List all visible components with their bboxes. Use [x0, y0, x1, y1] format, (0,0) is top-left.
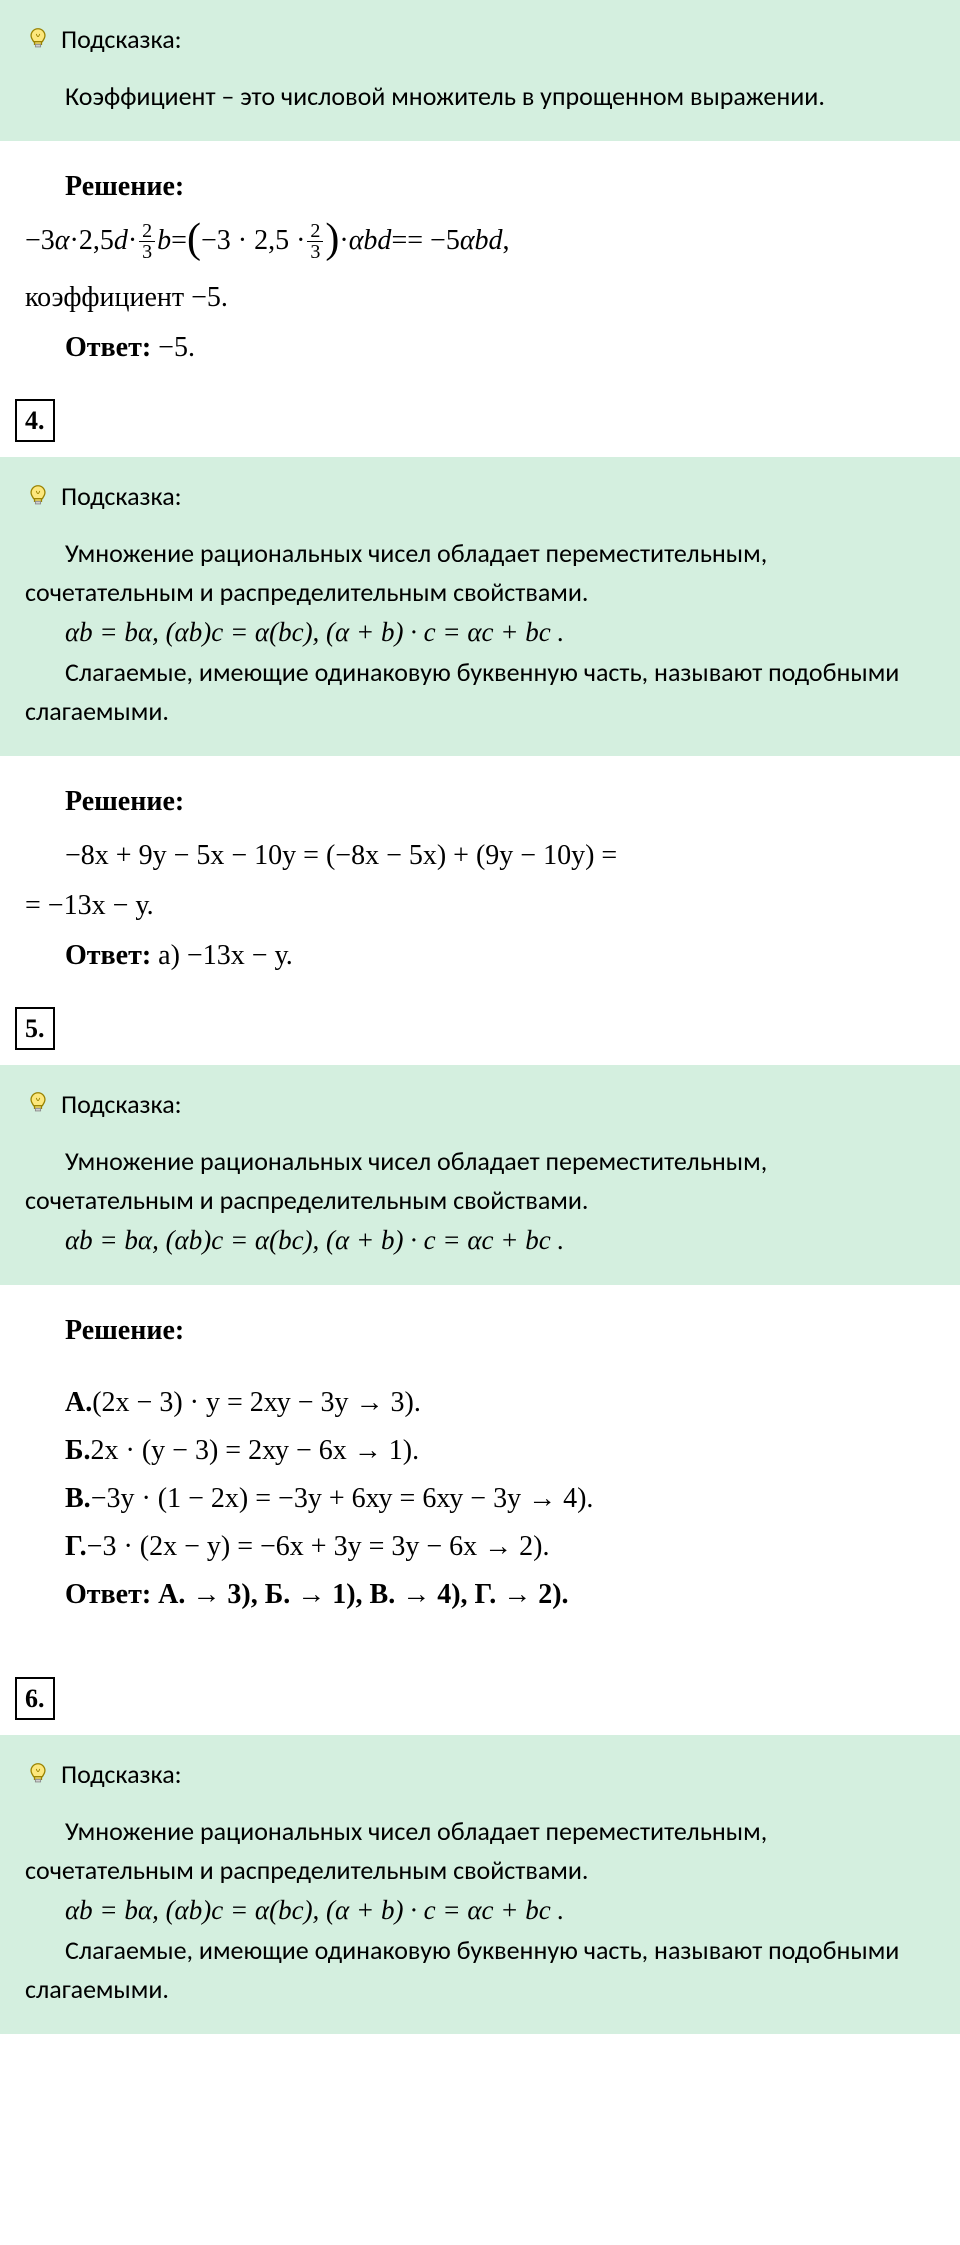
solution-label-3: Решение:: [25, 166, 935, 208]
answer-4: Ответ: а) −13х − у.: [25, 935, 935, 977]
label-A: А.: [65, 1387, 92, 1418]
hint-box-6: Подсказка: Умножение рациональных чисел …: [0, 1735, 960, 2034]
hint-title-5: Подсказка:: [61, 1085, 182, 1124]
answer-label-3: Ответ:: [65, 332, 158, 363]
m3-eq1: =: [171, 220, 187, 262]
problem-number-4: 4.: [15, 399, 55, 442]
hint-header-6: Подсказка:: [25, 1755, 935, 1794]
m3-dot2: ·: [128, 220, 137, 262]
m3-p2: 2,5: [79, 220, 114, 262]
frac-num2: 2: [307, 221, 323, 242]
text-A: (2х − 3) · у = 2ху − 3у → 3).: [92, 1387, 421, 1418]
m3-eq2: =: [391, 220, 407, 262]
rparen-icon: ): [325, 218, 339, 260]
solution-section-4: Решение: −8х + 9у − 5х − 10у = (−8х − 5х…: [0, 781, 960, 992]
hint4-p1: Умножение рациональных чисел обладает пе…: [25, 534, 935, 612]
frac-den2: 3: [307, 242, 323, 262]
solution-label-4: Решение:: [25, 781, 935, 823]
hint-header-5: Подсказка:: [25, 1085, 935, 1124]
item-A: А.(2х − 3) · у = 2ху − 3у → 3).: [65, 1382, 935, 1424]
text-B: 2х · (у − 3) = 2ху − 6х → 1).: [91, 1435, 420, 1466]
label-V: В.: [65, 1483, 91, 1514]
hint-header: Подсказка:: [25, 20, 935, 59]
frac-den: 3: [139, 242, 155, 262]
problem-number-6: 6.: [15, 1677, 55, 1720]
lightbulb-icon: [25, 1762, 51, 1788]
m3-p4: ·: [339, 220, 348, 262]
lparen-icon: (: [187, 218, 201, 260]
hint-box-3: Подсказка: Коэффициент – это числовой мн…: [0, 0, 960, 141]
solution-section-3: Решение: −3 α · 2,5 d · 2 3 b = ( −3 · 2…: [0, 166, 960, 384]
answer-label-5: Ответ:: [65, 1579, 158, 1610]
hint-title-4: Подсказка:: [61, 477, 182, 516]
m3-abd2: αbd: [460, 220, 503, 262]
hint-header-4: Подсказка:: [25, 477, 935, 516]
hint-box-4: Подсказка: Умножение рациональных чисел …: [0, 457, 960, 756]
answer-text-5: А. → 3), Б. → 1), В. → 4), Г. → 2).: [158, 1579, 568, 1610]
lightbulb-icon: [25, 1091, 51, 1117]
m3-abd: αbd: [349, 220, 392, 262]
lightbulb-icon: [25, 27, 51, 53]
m3-p3: −3 · 2,5 ·: [201, 220, 305, 262]
m3-a: α: [55, 220, 70, 262]
item-G: Г.−3 · (2х − у) = −6х + 3у = 3у − 6х → 2…: [65, 1526, 935, 1568]
item-V: В.−3у · (1 − 2х) = −3у + 6ху = 6ху − 3у …: [65, 1478, 935, 1520]
frac-num: 2: [139, 221, 155, 242]
lightbulb-icon: [25, 484, 51, 510]
m3-p5: = −5: [407, 220, 460, 262]
coef-text: коэффициент −5.: [25, 277, 935, 319]
m3-dot1: ·: [70, 220, 79, 262]
m3-frac1: 2 3: [139, 221, 155, 262]
hint-title: Подсказка:: [61, 20, 182, 59]
m3-p1: −3: [25, 220, 55, 262]
text-G: −3 · (2х − у) = −6х + 3у = 3у − 6х → 2).: [87, 1531, 550, 1562]
answer-text-3: −5.: [158, 332, 195, 363]
m3-d: d: [114, 220, 128, 262]
hint6-formula: αb = bα, (αb)с = α(bс), (α + b) · с = αс…: [25, 1890, 935, 1931]
label-G: Г.: [65, 1531, 87, 1562]
answer-text-4: а) −13х − у.: [158, 940, 293, 971]
label-B: Б.: [65, 1435, 91, 1466]
answer-label-4: Ответ:: [65, 940, 158, 971]
hint4-p2: Слагаемые, имеющие одинаковую буквенную …: [25, 653, 935, 731]
m3-b: b: [157, 220, 171, 262]
hint6-p2: Слагаемые, имеющие одинаковую буквенную …: [25, 1931, 935, 2009]
hint-text-3: Коэффициент – это числовой множитель в у…: [25, 77, 935, 116]
hint4-formula: αb = bα, (αb)с = α(bс), (α + b) · с = αс…: [25, 612, 935, 653]
hint5-p1: Умножение рациональных чисел обладает пе…: [25, 1142, 935, 1220]
math-expression-3: −3 α · 2,5 d · 2 3 b = ( −3 · 2,5 · 2 3 …: [25, 220, 935, 262]
text-V: −3у · (1 − 2х) = −3у + 6ху = 6ху − 3у → …: [91, 1483, 594, 1514]
m3-frac2: 2 3: [307, 221, 323, 262]
item-B: Б.2х · (у − 3) = 2ху − 6х → 1).: [65, 1430, 935, 1472]
solution-label-5: Решение:: [25, 1310, 935, 1352]
hint-box-5: Подсказка: Умножение рациональных чисел …: [0, 1065, 960, 1286]
hint5-formula: αb = bα, (αb)с = α(bс), (α + b) · с = αс…: [25, 1220, 935, 1261]
hint6-p1: Умножение рациональных чисел обладает пе…: [25, 1812, 935, 1890]
m3-comma: ,: [503, 220, 510, 262]
math4-line2: = −13х − у.: [25, 885, 935, 927]
math4-line1: −8х + 9у − 5х − 10у = (−8х − 5х) + (9у −…: [25, 835, 935, 877]
answer-5: Ответ: А. → 3), Б. → 1), В. → 4), Г. → 2…: [65, 1574, 935, 1616]
solution-section-5: Решение: А.(2х − 3) · у = 2ху − 3у → 3).…: [0, 1310, 960, 1632]
problem-number-5: 5.: [15, 1007, 55, 1050]
hint-title-6: Подсказка:: [61, 1755, 182, 1794]
answer-3: Ответ: −5.: [25, 327, 935, 369]
solution-items-5: А.(2х − 3) · у = 2ху − 3у → 3). Б.2х · (…: [25, 1382, 935, 1616]
